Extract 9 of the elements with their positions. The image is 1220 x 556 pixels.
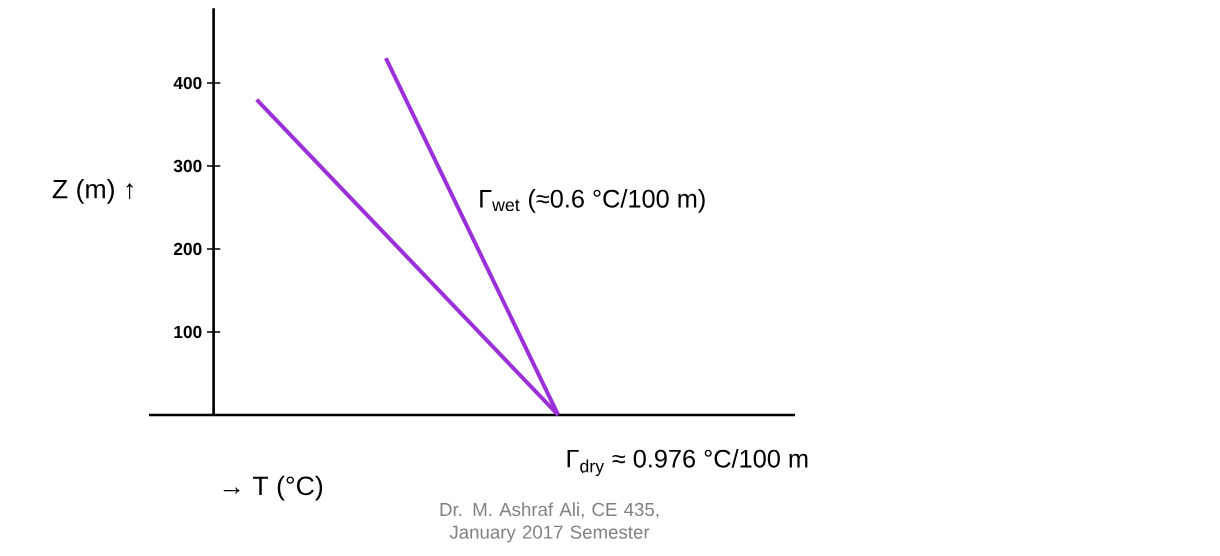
y-tick-label: 300 (173, 159, 202, 173)
y-axis-title: Z (m) ↑ (52, 178, 133, 204)
y-tick-label: 400 (173, 76, 202, 90)
y-tick-label: 100 (174, 325, 202, 339)
series-label: Γ$_{wet}$ (≈0.6 °C/100 m) (480, 189, 705, 213)
series-label: Γ$_{dry}$ ≈ 0.976 °C/100 m (567, 449, 808, 476)
x-axis-title: → T (°C) (223, 475, 323, 501)
text: Dr. M. Ashraf Ali, CE 435, January 2017 Semester (440, 502, 659, 543)
y-tick-label: 200 (173, 242, 202, 256)
